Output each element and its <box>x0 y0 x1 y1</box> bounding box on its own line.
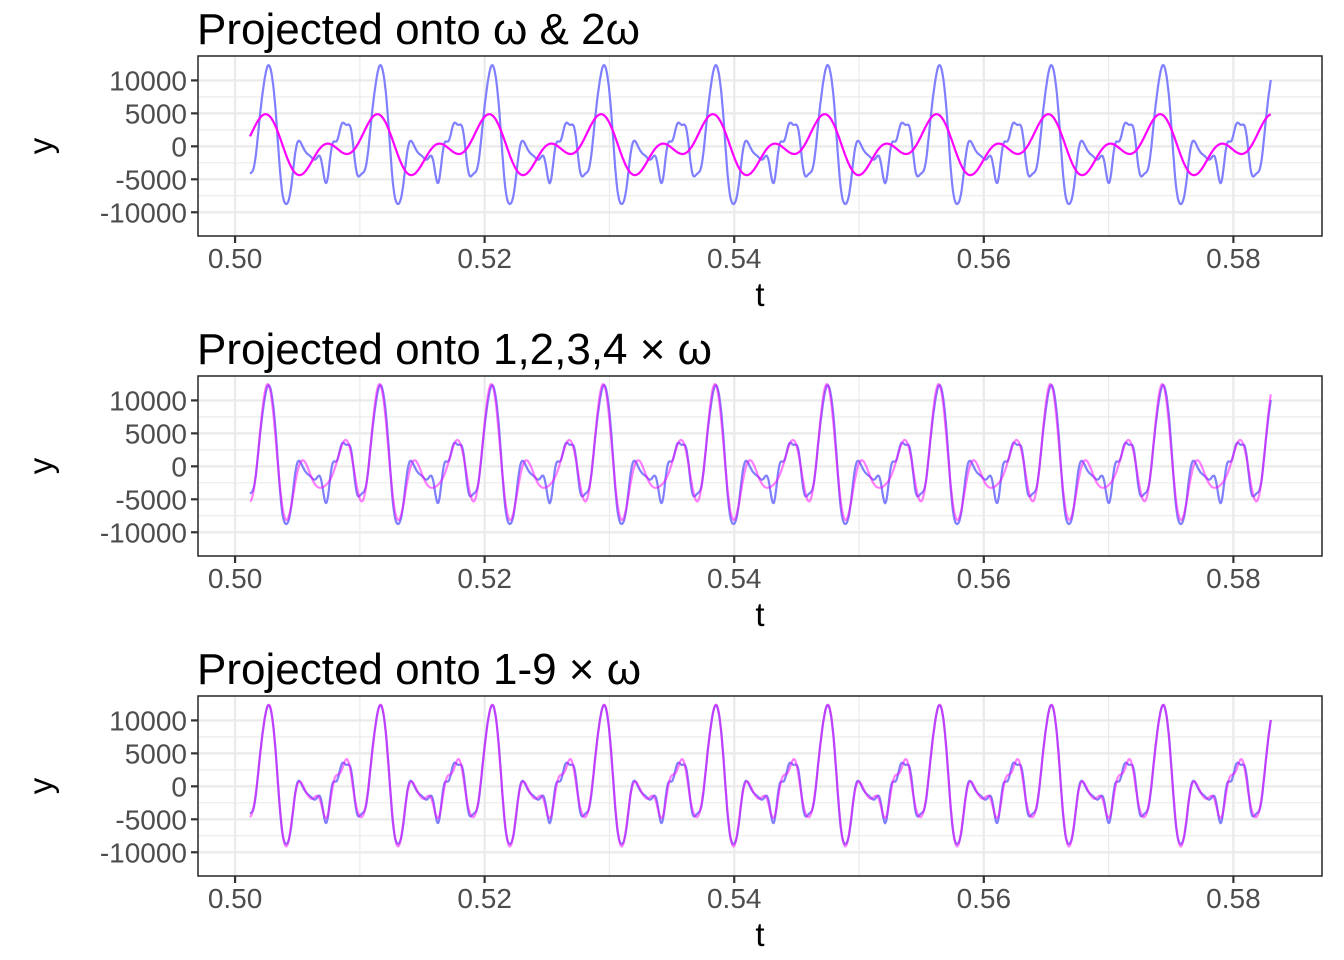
x-tick-label: 0.56 <box>957 243 1012 274</box>
x-tick-label: 0.58 <box>1206 883 1261 914</box>
panel-title: Projected onto 1,2,3,4 × ω <box>197 325 712 374</box>
series-projection <box>249 113 1272 177</box>
x-tick-label: 0.50 <box>208 883 263 914</box>
panel-title: Projected onto ω & 2ω <box>197 5 640 54</box>
y-tick-label: 10000 <box>109 705 187 736</box>
y-axis-title: y <box>22 137 59 154</box>
y-tick-label: 10000 <box>109 385 187 416</box>
x-tick-label: 0.52 <box>457 563 512 594</box>
x-tick-label: 0.54 <box>707 243 762 274</box>
y-tick-label: -10000 <box>100 197 187 228</box>
x-tick-label: 0.58 <box>1206 243 1261 274</box>
y-tick-label: -5000 <box>115 164 187 195</box>
x-tick-label: 0.54 <box>707 883 762 914</box>
x-tick-label: 0.50 <box>208 243 263 274</box>
x-tick-label: 0.56 <box>957 563 1012 594</box>
y-tick-label: 5000 <box>125 738 187 769</box>
y-tick-label: -5000 <box>115 804 187 835</box>
y-axis-title: y <box>22 457 59 474</box>
x-axis-title: t <box>755 916 764 953</box>
x-axis-title: t <box>755 276 764 313</box>
x-axis-title: t <box>755 596 764 633</box>
y-tick-label: 0 <box>171 771 187 802</box>
panel-1: Projected onto ω & 2ω 0.50 0.52 0.54 0.56 0.5… <box>22 5 1323 313</box>
y-tick-label: 0 <box>171 131 187 162</box>
y-tick-label: 5000 <box>125 98 187 129</box>
x-tick-label: 0.58 <box>1206 563 1261 594</box>
y-axis-title: y <box>22 777 59 794</box>
panel-3: Projected onto 1-9 × ω 0.50 0.52 0.54 0.56 0.… <box>22 645 1323 953</box>
x-tick-label: 0.52 <box>457 883 512 914</box>
y-tick-label: -10000 <box>100 517 187 548</box>
y-tick-label: 10000 <box>109 65 187 96</box>
panel-2: Projected onto 1,2,3,4 × ω 0.50 0.52 0.54 0.… <box>22 325 1323 633</box>
y-tick-label: 5000 <box>125 418 187 449</box>
series-original <box>249 63 1272 206</box>
x-tick-label: 0.52 <box>457 243 512 274</box>
panel-title: Projected onto 1-9 × ω <box>197 645 641 694</box>
y-tick-label: -10000 <box>100 837 187 868</box>
series-projection <box>249 703 1272 848</box>
x-tick-label: 0.54 <box>707 563 762 594</box>
x-tick-label: 0.56 <box>957 883 1012 914</box>
x-tick-label: 0.50 <box>208 563 263 594</box>
y-tick-label: -5000 <box>115 484 187 515</box>
series-projection <box>249 382 1272 522</box>
y-tick-label: 0 <box>171 451 187 482</box>
